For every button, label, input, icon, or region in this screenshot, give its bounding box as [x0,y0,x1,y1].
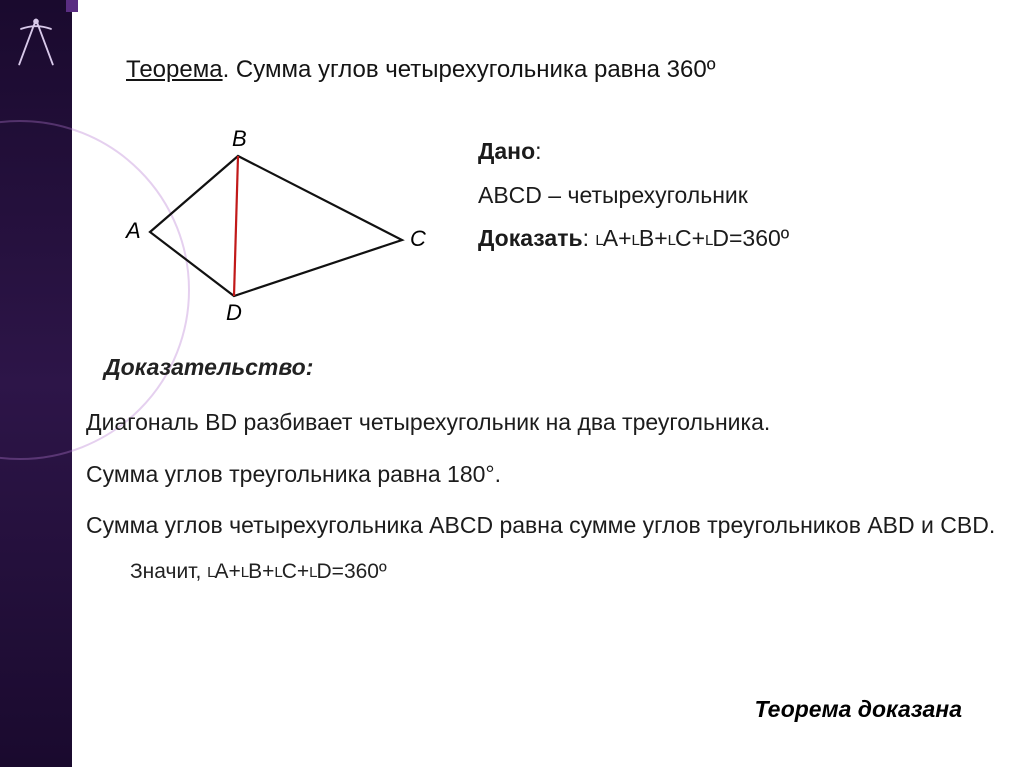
given-label: Дано [478,138,535,164]
qed-text: Теорема доказана [754,696,962,723]
vertex-d-label: D [226,300,242,325]
proof-paragraph-1: Диагональ BD разбивает четырехугольник н… [86,405,1006,441]
theorem-title: Теорема. Сумма углов четырехугольника ра… [86,56,1006,84]
prove-label: Доказать [478,225,583,251]
conclusion-line: Значит, LA+LB+LC+LD=360º [130,560,1006,584]
vertex-a-label: A [124,218,141,243]
conclusion-prefix: Значит, [130,560,207,583]
given-block: Дано: ABCD – четырехугольник Доказать: L… [478,120,789,261]
quadrilateral-diagram: A B C D [110,120,430,330]
accent-square [66,0,78,12]
prove-expression: A+LB+LC+LD=360º [603,225,789,251]
angle-symbol: L [595,232,602,249]
proof-body: Диагональ BD разбивает четырехугольник н… [86,405,1006,544]
sidebar-decoration [0,0,72,767]
given-label-line: Дано: [478,130,789,174]
slide-content: Теорема. Сумма углов четырехугольника ра… [86,56,1006,598]
title-keyword: Теорема [126,56,223,83]
proof-label: Доказательство: [104,354,1006,381]
compass-icon [8,14,64,70]
vertex-b-label: B [232,126,247,151]
given-item-1: ABCD – четырехугольник [478,174,789,218]
diagram-and-given-row: A B C D Дано: ABCD – четырехугольник Док… [86,120,1006,330]
prove-line: Доказать: LA+LB+LC+LD=360º [478,217,789,261]
vertex-c-label: C [410,226,426,251]
proof-paragraph-2: Сумма углов треугольника равна 180°. [86,457,1006,493]
proof-paragraph-3: Сумма углов четырехугольника ABCD равна … [86,508,1006,544]
title-text: . Сумма углов четырехугольника равна 360… [223,56,716,83]
